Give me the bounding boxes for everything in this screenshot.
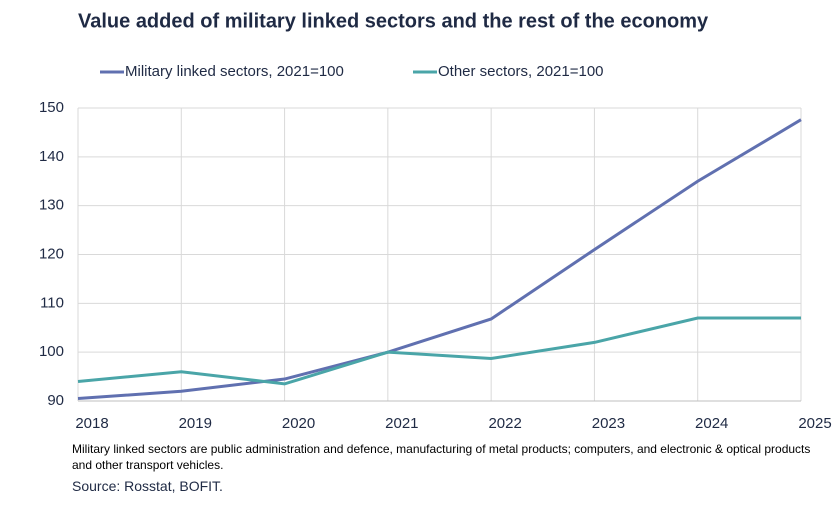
- x-tick-label: 2022: [488, 415, 521, 432]
- y-tick-label: 130: [39, 197, 64, 214]
- y-tick-label: 150: [39, 99, 64, 116]
- x-tick-label: 2019: [179, 415, 212, 432]
- y-tick-label: 120: [39, 245, 64, 262]
- footnote: Military linked sectors are public admin…: [72, 442, 811, 472]
- x-tick-label: 2024: [695, 415, 728, 432]
- source: Source: Rosstat, BOFIT.: [72, 478, 223, 494]
- y-tick-label: 140: [39, 148, 64, 165]
- x-tick-label: 2025: [798, 415, 831, 432]
- y-tick-label: 100: [39, 343, 64, 360]
- x-tick-label: 2020: [282, 415, 315, 432]
- legend-label: Military linked sectors, 2021=100: [125, 63, 344, 80]
- x-tick-label: 2021: [385, 415, 418, 432]
- legend-label: Other sectors, 2021=100: [438, 63, 604, 80]
- chart: Value added of military linked sectors a…: [39, 10, 832, 432]
- series-line: [77, 118, 802, 401]
- x-tick-label: 2023: [592, 415, 625, 432]
- x-tick-label: 2018: [75, 415, 108, 432]
- y-tick-label: 110: [40, 294, 64, 311]
- y-tick-label: 90: [47, 392, 64, 409]
- series-line: [77, 316, 801, 386]
- chart-title: Value added of military linked sectors a…: [78, 10, 709, 32]
